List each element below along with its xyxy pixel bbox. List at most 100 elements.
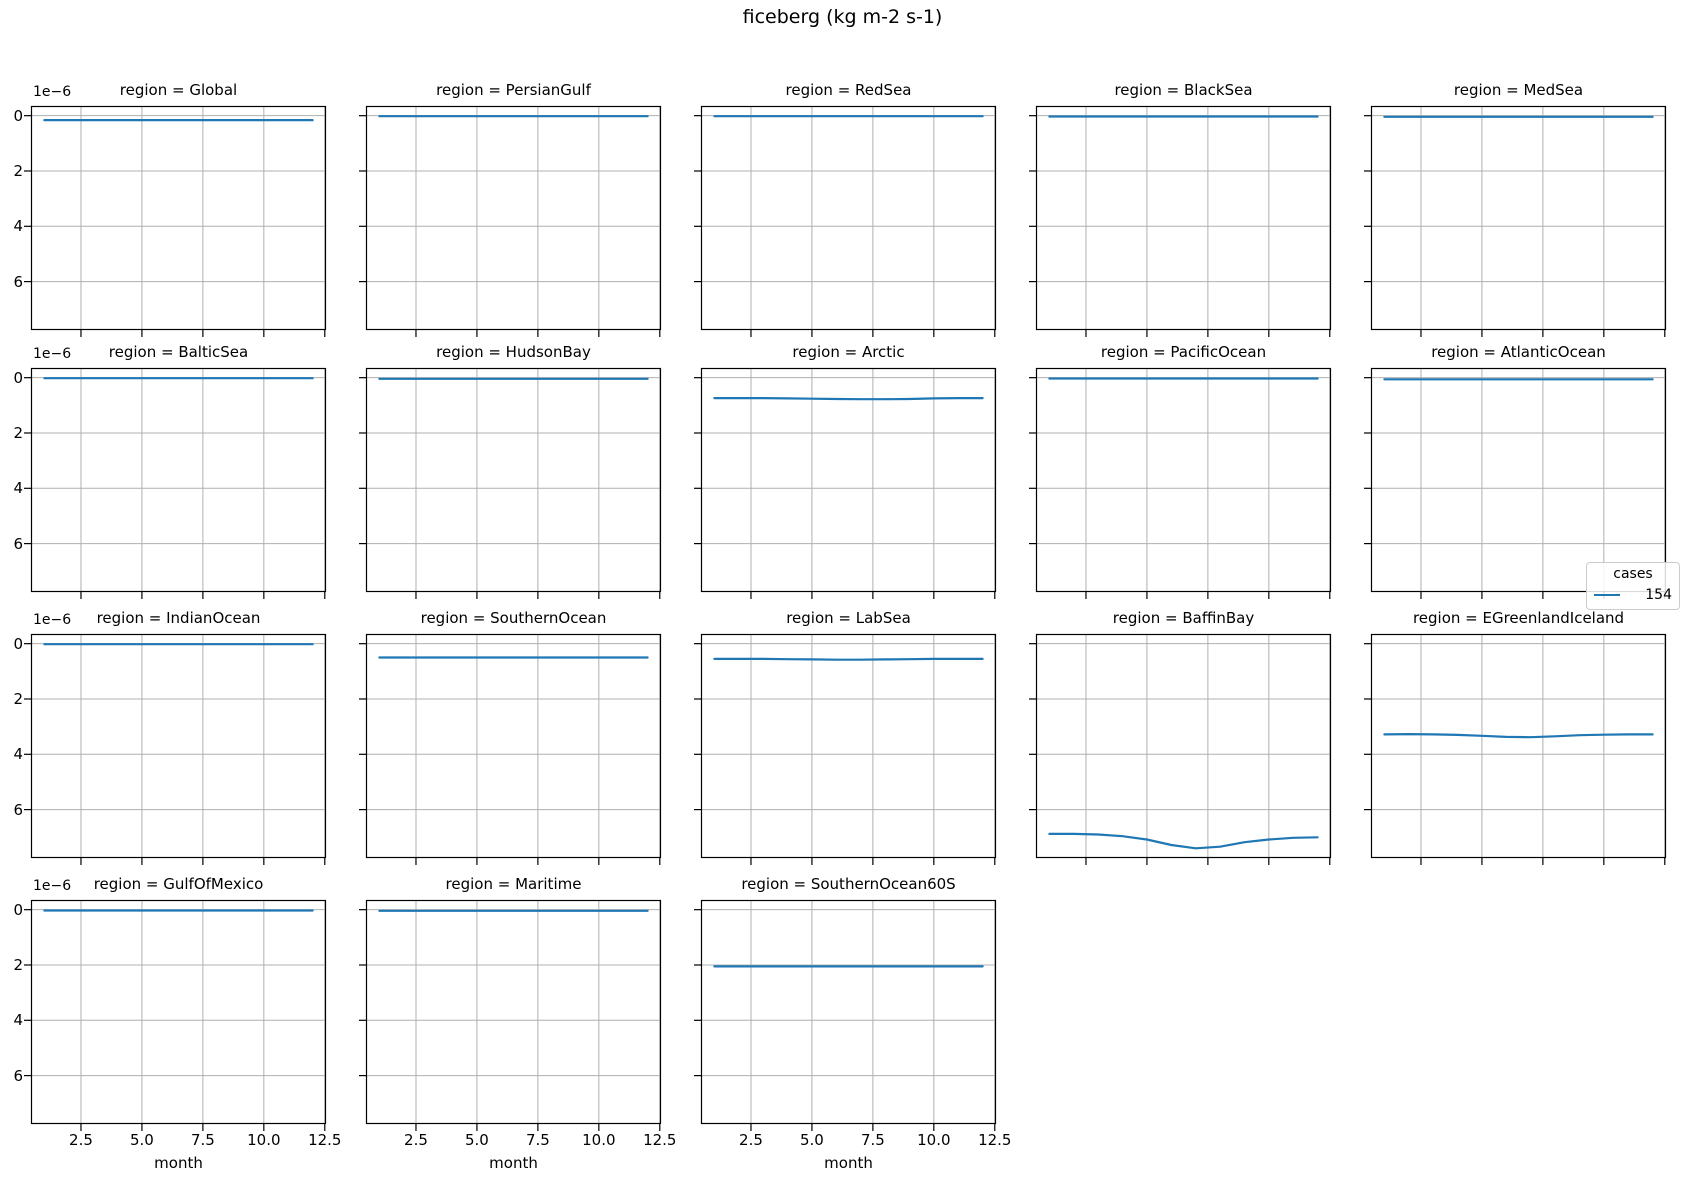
facet-title-AtlanticOcean: region = AtlanticOcean	[1431, 343, 1606, 361]
y-tick-label: 4	[13, 479, 23, 498]
facet-plot-BaffinBay	[1029, 633, 1332, 865]
x-tick-label: 7.5	[525, 1131, 550, 1149]
facet-title-SouthernOcean: region = SouthernOcean	[420, 609, 607, 627]
y-axis-offset-label: 1e−6	[33, 84, 72, 100]
legend-entry: 154	[1594, 587, 1672, 603]
legend-line-swatch	[1594, 594, 1620, 596]
axes-spines	[365, 105, 662, 331]
x-axis-title: month	[489, 1154, 538, 1172]
facet-plot-SouthernOcean	[359, 633, 662, 865]
axes-spines	[365, 899, 662, 1125]
facet-MedSea: region = MedSea	[1364, 81, 1667, 337]
y-tick-label: 0	[13, 106, 23, 125]
facet-PersianGulf: region = PersianGulf	[359, 81, 662, 337]
y-tick-label: 2	[13, 423, 23, 442]
axes-spines	[1370, 633, 1667, 859]
data-line-BaffinBay	[1048, 832, 1319, 850]
axes-spines	[700, 105, 997, 331]
data-line-Arctic	[713, 397, 984, 401]
y-tick-label: 6	[13, 272, 23, 291]
y-tick-label: 4	[13, 217, 23, 236]
facet-RedSea: region = RedSea	[694, 81, 997, 337]
x-tick-label: 5.0	[129, 1131, 154, 1149]
facet-title-PacificOcean: region = PacificOcean	[1100, 343, 1267, 361]
axes-spines	[365, 633, 662, 859]
axes-spines	[700, 633, 997, 859]
y-tick-label: 6	[13, 534, 23, 553]
y-tick-label: 0	[13, 368, 23, 387]
axes-spines	[1035, 105, 1332, 331]
facet-AtlanticOcean: region = AtlanticOcean	[1364, 343, 1667, 599]
x-tick-label: 5.0	[464, 1131, 489, 1149]
facet-plot-MedSea	[1364, 105, 1667, 337]
legend-entry-label: 154	[1645, 587, 1672, 603]
y-tick-label: 2	[13, 955, 23, 974]
y-tick-label: 4	[13, 745, 23, 764]
y-axis-offset-label: 1e−6	[33, 612, 72, 628]
facet-plot-HudsonBay	[359, 367, 662, 599]
figure-title: ficeberg (kg m-2 s-1)	[742, 6, 943, 28]
data-line-LabSea	[713, 657, 984, 661]
x-tick-label: 10.0	[247, 1131, 281, 1149]
facet-SouthernOcean: region = SouthernOcean	[359, 609, 662, 865]
facet-title-PersianGulf: region = PersianGulf	[436, 81, 591, 99]
y-axis-offset-label: 1e−6	[33, 346, 72, 362]
facet-title-HudsonBay: region = HudsonBay	[436, 343, 591, 361]
data-line-EGreenlandIceland	[1383, 732, 1654, 739]
axes-spines	[30, 367, 327, 593]
facet-title-LabSea: region = LabSea	[786, 609, 911, 627]
x-tick-label: 10.0	[917, 1131, 951, 1149]
facet-plot-IndianOcean	[24, 633, 327, 865]
facet-Global: region = Global 0 2 4 6 1e−6	[13, 81, 327, 337]
axes-spines	[30, 105, 327, 331]
axes-spines	[700, 899, 997, 1125]
facet-title-Global: region = Global	[119, 81, 238, 99]
facet-PacificOcean: region = PacificOcean	[1029, 343, 1332, 599]
facet-title-BalticSea: region = BalticSea	[108, 343, 249, 361]
facet-plot-Maritime	[359, 899, 662, 1131]
facet-LabSea: region = LabSea	[694, 609, 997, 865]
facet-plot-BlackSea	[1029, 105, 1332, 337]
facet-title-EGreenlandIceland: region = EGreenlandIceland	[1412, 609, 1625, 627]
facet-plot-PacificOcean	[1029, 367, 1332, 599]
facet-title-BlackSea: region = BlackSea	[1114, 81, 1253, 99]
facet-title-SouthernOcean60S: region = SouthernOcean60S	[741, 875, 956, 893]
facet-SouthernOcean60S: region = SouthernOcean60S 2.5 5.0 7.5 10.0 12…	[694, 875, 1011, 1172]
axes-spines	[1370, 367, 1667, 593]
facet-title-RedSea: region = RedSea	[785, 81, 912, 99]
legend-title: cases	[1613, 566, 1653, 582]
axes-spines	[30, 633, 327, 859]
facet-plot-Arctic	[694, 367, 997, 599]
facet-plot-EGreenlandIceland	[1364, 633, 1667, 865]
facet-title-IndianOcean: region = IndianOcean	[96, 609, 261, 627]
facet-plot-RedSea	[694, 105, 997, 337]
facet-plot-LabSea	[694, 633, 997, 865]
x-tick-label: 12.5	[643, 1131, 677, 1149]
x-axis-title: month	[824, 1154, 873, 1172]
x-tick-label: 2.5	[739, 1131, 763, 1149]
x-axis-title: month	[154, 1154, 203, 1172]
facet-BalticSea: region = BalticSea 0 2 4 6 1e−6	[13, 343, 327, 599]
facet-Arctic: region = Arctic	[694, 343, 997, 599]
facet-GulfOfMexico: region = GulfOfMexico 0 2 4 6 1e−6 2.5 5.0 7.5 10…	[13, 875, 341, 1172]
x-tick-label: 12.5	[308, 1131, 342, 1149]
facet-title-Arctic: region = Arctic	[792, 343, 905, 361]
facet-IndianOcean: region = IndianOcean 0 2 4 6 1e−6	[13, 609, 327, 865]
y-axis-offset-label: 1e−6	[33, 878, 72, 894]
x-tick-label: 2.5	[69, 1131, 93, 1149]
axes-spines	[365, 367, 662, 593]
facet-plot-SouthernOcean60S	[694, 899, 997, 1131]
y-tick-label: 2	[13, 689, 23, 708]
facet-EGreenlandIceland: region = EGreenlandIceland	[1364, 609, 1667, 865]
facet-plot-Global	[24, 105, 327, 337]
facet-title-MedSea: region = MedSea	[1453, 81, 1584, 99]
x-tick-label: 7.5	[860, 1131, 885, 1149]
axes-spines	[1035, 367, 1332, 593]
facet-title-BaffinBay: region = BaffinBay	[1112, 609, 1255, 627]
axes-spines	[700, 367, 997, 593]
axes-spines	[1370, 105, 1667, 331]
facet-BlackSea: region = BlackSea	[1029, 81, 1332, 337]
y-tick-label: 0	[13, 634, 23, 653]
facet-title-Maritime: region = Maritime	[445, 875, 582, 893]
facet-Maritime: region = Maritime 2.5 5.0 7.5 10.0 12.5 month	[359, 875, 676, 1172]
